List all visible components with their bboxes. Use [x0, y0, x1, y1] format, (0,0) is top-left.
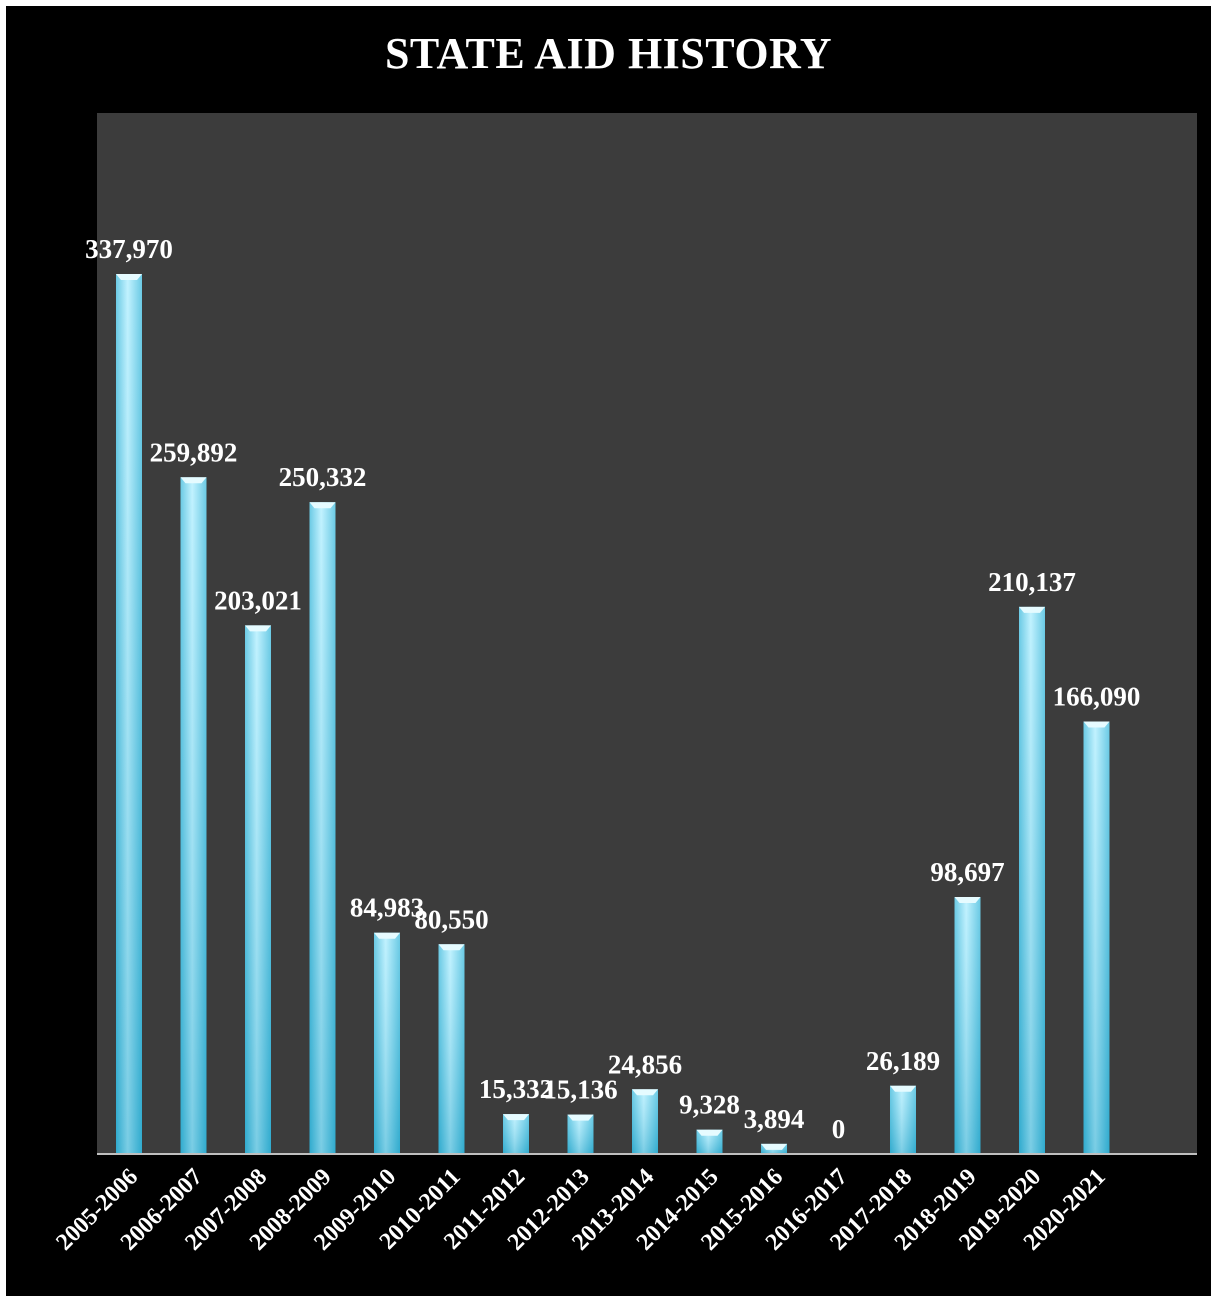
bar-2005-2006 — [116, 274, 142, 1154]
bar-2008-2009 — [309, 502, 336, 1154]
bar-2013-2014 — [632, 1089, 658, 1154]
bar-2012-2013 — [567, 1114, 594, 1154]
bar-2020-2021 — [1083, 721, 1110, 1154]
value-label-2017-2018: 26,189 — [866, 1046, 940, 1076]
bar-2015-2016 — [761, 1143, 787, 1154]
value-label-2005-2006: 337,970 — [85, 234, 173, 264]
bar-2017-2018 — [890, 1085, 916, 1154]
value-label-2016-2017: 0 — [832, 1114, 846, 1144]
value-label-2006-2007: 259,892 — [150, 437, 238, 467]
bar-2010-2011 — [438, 944, 465, 1154]
bar-2007-2008 — [245, 625, 271, 1154]
value-label-2013-2014: 24,856 — [608, 1049, 682, 1079]
value-label-2018-2019: 98,697 — [930, 857, 1004, 887]
plot-area — [97, 113, 1197, 1154]
value-label-2014-2015: 9,328 — [679, 1090, 740, 1120]
value-label-2009-2010: 84,983 — [350, 893, 424, 923]
value-label-2012-2013: 15,136 — [543, 1075, 617, 1105]
value-label-2020-2021: 166,090 — [1053, 682, 1141, 712]
bar-2019-2020 — [1019, 606, 1045, 1154]
bar-2014-2015 — [696, 1129, 723, 1154]
value-label-2007-2008: 203,021 — [214, 585, 302, 615]
bar-2009-2010 — [374, 932, 400, 1154]
value-label-2011-2012: 15,332 — [479, 1074, 553, 1104]
bar-2018-2019 — [954, 897, 981, 1154]
value-label-2019-2020: 210,137 — [988, 567, 1076, 597]
bar-2006-2007 — [180, 477, 207, 1154]
chart-title: STATE AID HISTORY — [384, 29, 833, 78]
value-label-2008-2009: 250,332 — [279, 462, 367, 492]
bar-2011-2012 — [503, 1114, 529, 1154]
value-label-2015-2016: 3,894 — [744, 1104, 805, 1134]
value-label-2010-2011: 80,550 — [414, 904, 488, 934]
